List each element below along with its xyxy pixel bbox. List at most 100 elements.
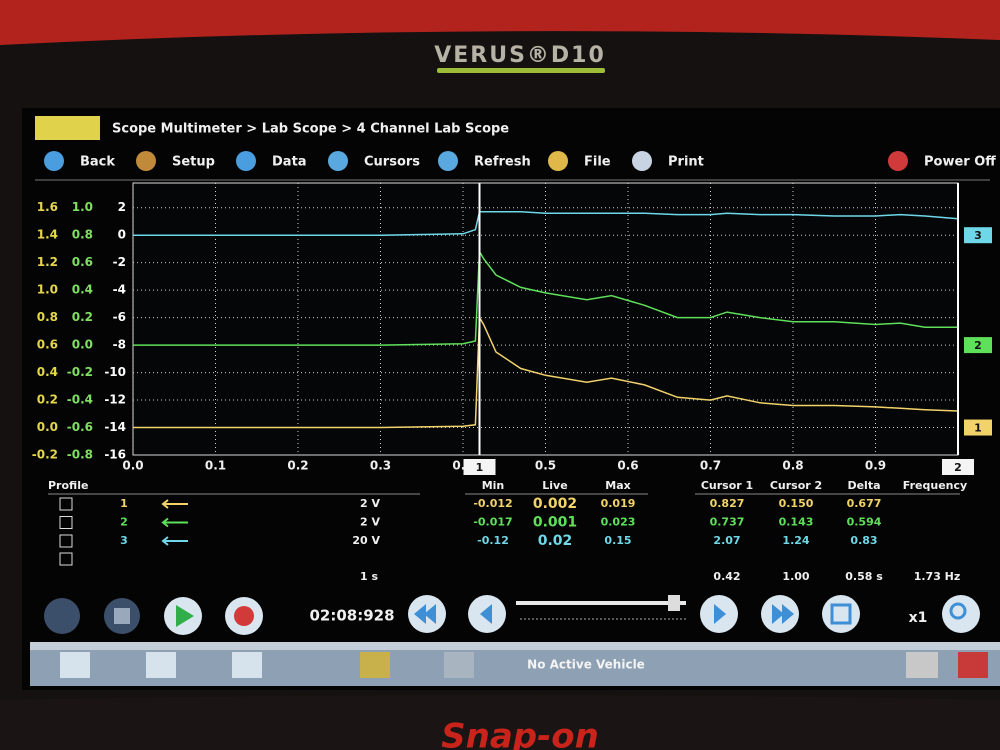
x-tick-label: 0.3	[370, 459, 391, 473]
rewind-icon	[414, 604, 436, 624]
status-light	[437, 68, 605, 73]
visibility-toggle[interactable]	[59, 534, 73, 548]
toolbar-button[interactable]: Cursors	[364, 155, 420, 170]
y-tick-label: 2	[118, 200, 126, 214]
step-forward-icon	[714, 604, 726, 624]
battery-button[interactable]	[958, 652, 988, 678]
fast-forward-icon	[772, 604, 794, 624]
table-cell: 2 V	[360, 516, 380, 529]
time-readout: 02:08:928	[309, 607, 394, 625]
footer-cell: 0.42	[713, 570, 740, 583]
y-tick-label: 1.6	[37, 200, 58, 214]
toolbar-icon	[632, 151, 652, 171]
visibility-toggle[interactable]	[59, 497, 73, 511]
table-cell: -0.012	[473, 497, 512, 510]
y-tick-label: 1.0	[37, 283, 58, 297]
play-icon	[176, 605, 194, 627]
table-cell: 0.001	[533, 515, 577, 531]
column-header: Min	[482, 479, 505, 492]
table-cell: 1.24	[782, 534, 809, 547]
table-cell: 0.02	[538, 533, 573, 549]
trace	[133, 249, 958, 346]
trace-marker	[964, 419, 992, 436]
footer-cell: 1.73 Hz	[914, 570, 961, 583]
probe-icon	[161, 517, 188, 528]
cursor-handle[interactable]	[942, 459, 974, 475]
visibility-toggle[interactable]	[59, 516, 73, 529]
toolbar-button[interactable]: Setup	[172, 155, 215, 170]
probe-icon	[161, 499, 188, 509]
trace-marker	[964, 227, 992, 244]
zoom-icon	[949, 602, 967, 620]
y-tick-label: -8	[113, 338, 126, 352]
cursor-handle[interactable]	[463, 459, 496, 475]
visibility-toggle[interactable]	[59, 552, 73, 566]
bezel-top	[0, 0, 1000, 45]
y-tick-label: -0.4	[67, 393, 93, 407]
column-header: Frequency	[903, 479, 967, 492]
vehicle-status: No Active Vehicle	[527, 658, 645, 672]
table-cell: 0.15	[604, 534, 631, 547]
y-tick-label: 0.4	[37, 365, 58, 379]
y-tick-label: -12	[104, 393, 126, 407]
table-cell: 0.023	[601, 516, 636, 529]
table-cell: 0.594	[847, 516, 882, 529]
table-cell: 0.827	[710, 497, 745, 510]
toolbar-button[interactable]: Print	[668, 155, 704, 170]
cursor-label: 1	[476, 461, 484, 474]
x-tick-label: 0.2	[287, 459, 308, 473]
toolbar-button[interactable]: Back	[80, 155, 115, 170]
data-button[interactable]	[444, 652, 474, 678]
toolbar-button[interactable]: File	[584, 155, 611, 170]
scrub-slider[interactable]	[516, 601, 686, 605]
column-header: Profile	[48, 479, 88, 492]
stop-icon	[114, 608, 130, 624]
toolbar-icon	[328, 151, 348, 171]
toolbar-button[interactable]: Power Off	[924, 155, 996, 170]
breadcrumb: Scope Multimeter > Lab Scope > 4 Channel…	[112, 122, 509, 137]
zoom-button[interactable]	[942, 595, 980, 633]
x-tick-label: 0.8	[782, 459, 803, 473]
y-tick-label: 0	[118, 228, 126, 242]
device-brand: Snap-on	[441, 717, 599, 750]
zoom-level: x1	[909, 610, 928, 626]
scrub-handle[interactable]	[668, 595, 680, 611]
y-tick-label: 0.2	[72, 310, 93, 324]
zoom-fit-button[interactable]	[822, 595, 860, 633]
table-cell: 0.150	[779, 497, 814, 510]
trace-label: 2	[974, 339, 982, 352]
y-tick-label: 0.6	[72, 255, 93, 269]
tools-button[interactable]	[232, 652, 262, 678]
y-tick-label: -10	[104, 365, 126, 379]
y-tick-label: -0.2	[32, 448, 58, 462]
toolbar-button[interactable]: Refresh	[474, 155, 531, 170]
column-header: Cursor 2	[770, 479, 822, 492]
wifi-button[interactable]	[906, 652, 938, 678]
vehicle-button[interactable]	[360, 652, 390, 678]
toolbar-button[interactable]: Data	[272, 155, 307, 170]
app-icon	[35, 116, 100, 140]
column-header: Delta	[847, 479, 880, 492]
y-tick-label: 1.0	[72, 200, 93, 214]
footer-cell: 1.00	[782, 570, 809, 583]
record-icon	[234, 606, 254, 626]
x-tick-label: 0.1	[205, 459, 226, 473]
chart: 1.6 1.4 1.2 1.0 0.8 0.6 0.4 0.2 0.0 -0.2 1.0 0.8 0.6…	[32, 183, 992, 475]
y-tick-label: 0.8	[37, 310, 58, 324]
channel-number: 3	[120, 534, 128, 547]
bezel-bottom	[0, 695, 1000, 750]
snapshot-button[interactable]	[44, 598, 80, 634]
scanner-button[interactable]	[146, 652, 176, 678]
channel-number: 2	[120, 516, 128, 529]
cursor-label: 2	[954, 461, 962, 474]
x-tick-label: 0.5	[535, 459, 556, 473]
y-tick-label: -16	[104, 448, 126, 462]
toolbar-icon	[136, 151, 156, 171]
table-cell: 0.677	[847, 497, 882, 510]
y-tick-label: 0.2	[37, 393, 58, 407]
y-tick-label: -4	[113, 283, 126, 297]
toolbar: Back Setup Data Cursors Refresh File Print Powe…	[44, 151, 996, 171]
home-button[interactable]	[60, 652, 90, 678]
y-tick-label: 1.2	[37, 255, 58, 269]
